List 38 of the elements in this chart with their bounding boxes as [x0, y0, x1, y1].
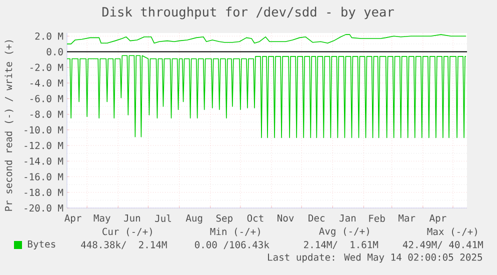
x-tick-label: Aug — [186, 214, 202, 224]
text: Cur (-/+) — [102, 228, 152, 236]
y-tick-label: -10.0 M — [24, 126, 64, 134]
x-tick-label: Jan — [340, 214, 356, 222]
x-tick-label: Sep — [216, 214, 232, 224]
x-tick-label: Jul — [155, 214, 171, 222]
y-tick-label: -12.0 M — [24, 142, 64, 150]
text: 2.14M/ 1.61M — [304, 240, 378, 250]
y-tick-label: -4.0 M — [30, 79, 64, 87]
line-series — [66, 55, 466, 138]
text: 448.38k/ 2.14M — [81, 240, 167, 250]
y-tick-label: -20.0 M — [24, 204, 64, 212]
text: 0.00 /106.43k — [194, 240, 270, 250]
y-tick-label: 0.0 — [46, 48, 63, 56]
x-tick-label: Nov — [278, 214, 294, 222]
legend-label: Bytes — [28, 240, 56, 250]
x-tick-label: Oct — [247, 214, 264, 222]
x-tick-label: Apr — [429, 214, 446, 224]
x-tick-label: Dec — [308, 214, 324, 222]
y-tick-label: -6.0 M — [30, 94, 64, 102]
x-tick-label: May — [94, 214, 110, 224]
text: Min (-/+) — [210, 228, 260, 236]
chart-title: Disk throughput for /dev/sdd - by year — [102, 6, 394, 20]
x-tick-label: Jun — [124, 214, 140, 222]
text: Last update: Wed May 14 02:00:05 2025 — [268, 253, 482, 263]
x-tick-label: Mar — [398, 214, 416, 222]
y-tick-label: -2.0 M — [30, 64, 64, 72]
y-tick-label: -14.0 M — [24, 157, 64, 165]
y-axis-title: Pr second read (-) / write (+) — [4, 40, 14, 211]
y-tick-label: -8.0 M — [30, 110, 64, 118]
text: 42.49M/ 40.41M — [402, 240, 483, 250]
x-tick-label: Apr — [64, 214, 82, 224]
y-tick-label: -18.0 M — [24, 188, 64, 196]
y-tick-label: 2.0 M — [35, 32, 64, 40]
text: Max (-/+) — [427, 228, 477, 236]
x-tick-label: Feb — [369, 214, 385, 222]
text: Avg (-/+) — [319, 227, 369, 237]
y-tick-label: -16.0 M — [24, 173, 64, 180]
